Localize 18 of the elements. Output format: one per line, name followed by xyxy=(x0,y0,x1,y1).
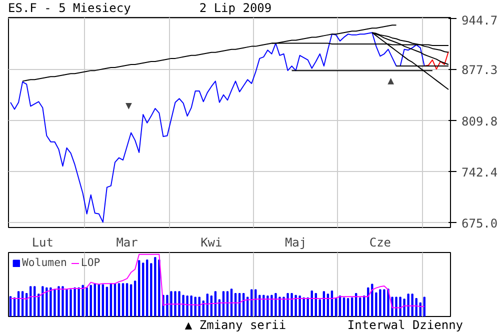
y-tick-label: 877.3 xyxy=(462,63,498,78)
legend-label: LOP xyxy=(80,256,101,269)
chart-title: ES.F - 5 Miesiecy xyxy=(8,1,132,16)
x-tick-label: Cze xyxy=(369,236,392,250)
annotation: ▲ xyxy=(388,74,395,87)
x-tick-label: Kwi xyxy=(200,236,222,250)
chart-subtitle: 2 Lip 2009 xyxy=(198,1,273,16)
y-tick-label: 742.4 xyxy=(462,165,498,180)
y-tick-label: 809.8 xyxy=(462,114,498,128)
x-tick-label: Maj xyxy=(284,236,307,250)
legend-label: Wolumen xyxy=(22,256,67,269)
x-tick-label: Mar xyxy=(116,236,138,250)
y-tick-label: 675.0 xyxy=(462,216,498,230)
y-tick-label: 944.7 xyxy=(462,14,498,28)
annotation: ▼ xyxy=(126,99,133,112)
text: ▲ Zmiany serii xyxy=(184,318,288,333)
x-tick-label: Lut xyxy=(32,236,54,250)
text: Interwal Dzienny xyxy=(346,318,464,333)
